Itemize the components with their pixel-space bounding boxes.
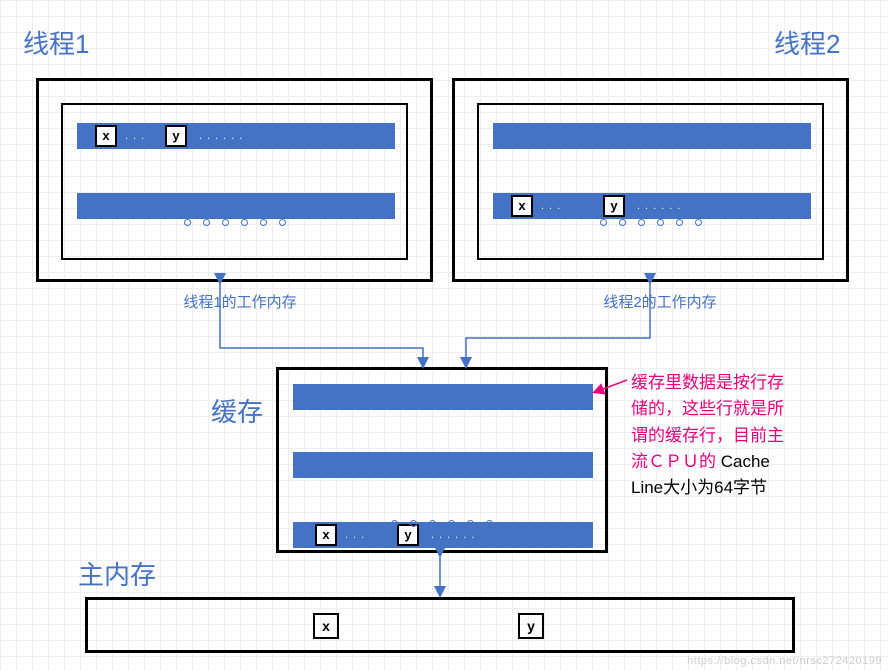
thread1-title: 线程1 [23,24,89,61]
thread1-cacheline-1: x ... y ...... [77,123,395,149]
thread2-title: 线程2 [774,24,840,61]
thread2-caption: 线程2的工作内存 [590,291,730,312]
thread1-inner: x ... y ...... [61,103,408,260]
thread1-caption: 线程1的工作内存 [170,291,310,312]
thread2-ellipsis [479,219,822,226]
cache-title: 缓存 [211,392,263,429]
annotation-l4b: Cache [716,452,770,471]
annotation-l1: 缓存里数据是按行存 [631,373,784,392]
annotation-text: 缓存里数据是按行存 储的，这些行就是所 谓的缓存行，目前主 流ＣＰＵ的 Cach… [631,370,831,502]
dots: ... [345,529,369,541]
annotation-l3: 谓的缓存行，目前主 [631,426,784,445]
cache-ellipsis [279,520,605,527]
var-x-box: x [95,125,117,147]
dots: ...... [199,130,247,142]
mem-var-x: x [313,613,339,639]
thread2-box: x ... y ...... [452,78,849,282]
thread1-box: x ... y ...... [36,78,433,282]
main-memory-box: x y [85,597,795,653]
main-memory-title: 主内存 [78,555,156,592]
thread2-cacheline-1 [493,123,811,149]
var-x-box: x [315,524,337,546]
dots: ... [541,200,565,212]
cache-line-2 [293,452,593,478]
cache-box: x ... y ...... [276,367,608,553]
annotation-l2: 储的，这些行就是所 [631,399,784,418]
cache-line-1 [293,384,593,410]
annotation-l4: 流ＣＰＵ的 [631,452,716,471]
thread2-inner: x ... y ...... [477,103,824,260]
annotation-l5: Line大小为64字节 [631,478,767,497]
mem-var-y: y [518,613,544,639]
var-y-box: y [165,125,187,147]
thread1-ellipsis [63,219,406,226]
dots: ... [125,130,149,142]
watermark: https://blog.csdn.net/nrsc272420199 [687,655,882,667]
dots: ...... [637,200,685,212]
var-y-box: y [397,524,419,546]
dots: ...... [431,529,479,541]
